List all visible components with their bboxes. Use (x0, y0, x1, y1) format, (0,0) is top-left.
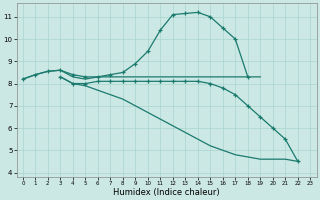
X-axis label: Humidex (Indice chaleur): Humidex (Indice chaleur) (113, 188, 220, 197)
